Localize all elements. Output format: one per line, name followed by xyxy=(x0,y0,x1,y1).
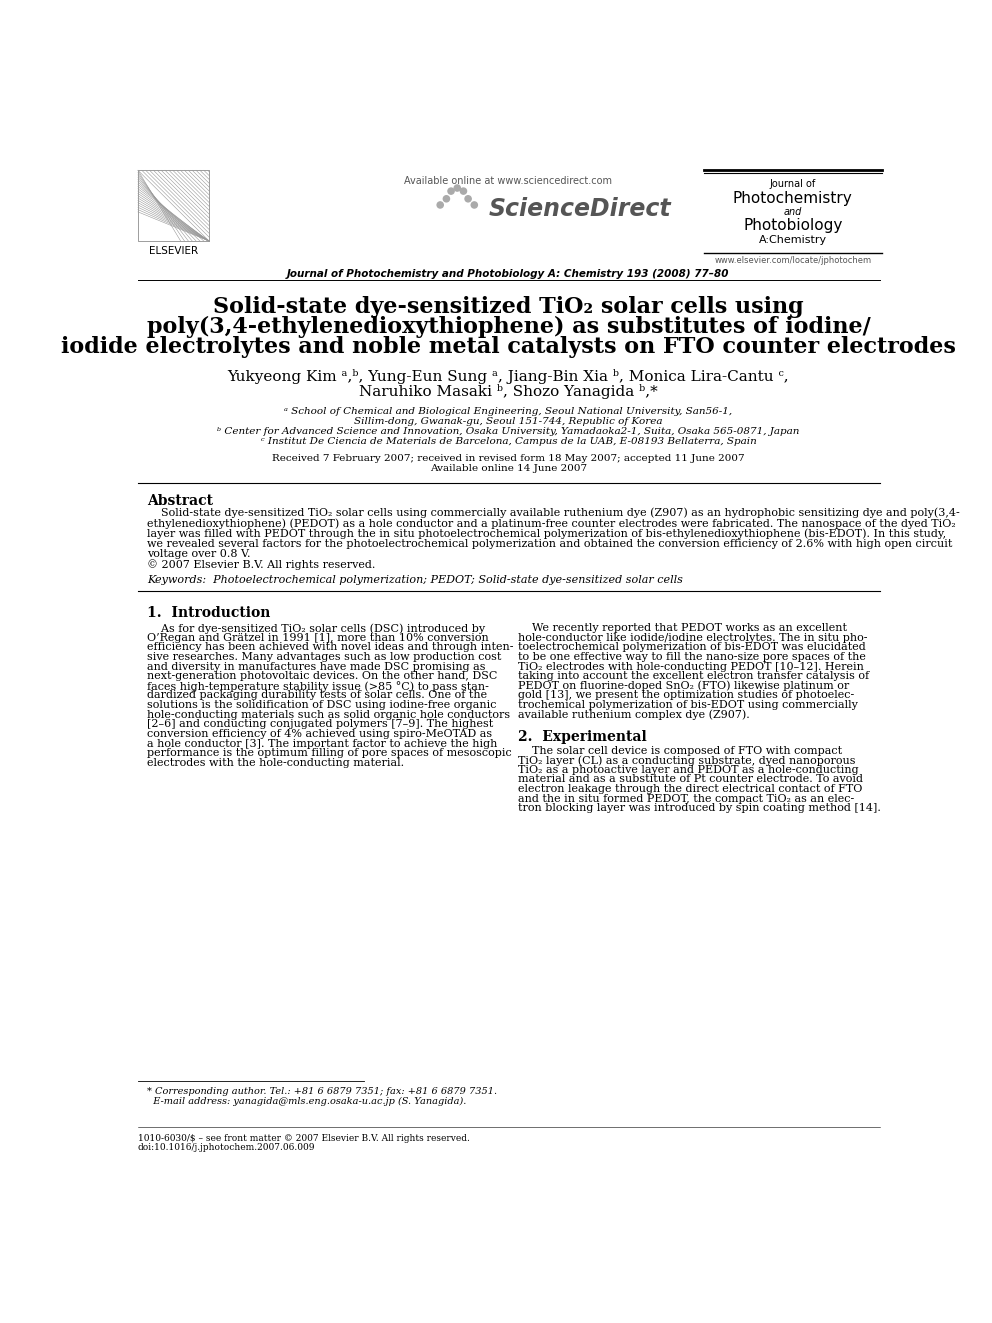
Text: The solar cell device is composed of FTO with compact: The solar cell device is composed of FTO… xyxy=(518,745,842,755)
Text: Abstract: Abstract xyxy=(147,493,213,508)
Circle shape xyxy=(437,202,443,208)
Text: material and as a substitute of Pt counter electrode. To avoid: material and as a substitute of Pt count… xyxy=(518,774,863,785)
Text: A:Chemistry: A:Chemistry xyxy=(759,235,827,245)
Text: doi:10.1016/j.jphotochem.2007.06.009: doi:10.1016/j.jphotochem.2007.06.009 xyxy=(138,1143,315,1152)
Text: iodide electrolytes and noble metal catalysts on FTO counter electrodes: iodide electrolytes and noble metal cata… xyxy=(61,336,956,357)
Text: voltage over 0.8 V.: voltage over 0.8 V. xyxy=(147,549,251,560)
Circle shape xyxy=(465,196,471,202)
Text: taking into account the excellent electron transfer catalysis of: taking into account the excellent electr… xyxy=(518,671,869,681)
Text: hole-conductor like iodide/iodine electrolytes. The in situ pho-: hole-conductor like iodide/iodine electr… xyxy=(518,632,867,643)
Text: and the in situ formed PEDOT, the compact TiO₂ as an elec-: and the in situ formed PEDOT, the compac… xyxy=(518,794,854,803)
Text: ᶜ Institut De Ciencia de Materials de Barcelona, Campus de la UAB, E-08193 Bella: ᶜ Institut De Ciencia de Materials de Ba… xyxy=(261,438,756,446)
Text: Keywords:  Photoelectrochemical polymerization; PEDOT; Solid-state dye-sensitize: Keywords: Photoelectrochemical polymeriz… xyxy=(147,576,683,585)
Text: efficiency has been achieved with novel ideas and through inten-: efficiency has been achieved with novel … xyxy=(147,643,514,652)
Text: Received 7 February 2007; received in revised form 18 May 2007; accepted 11 June: Received 7 February 2007; received in re… xyxy=(272,454,745,463)
Text: and diversity in manufactures have made DSC promising as: and diversity in manufactures have made … xyxy=(147,662,486,672)
Text: layer was filled with PEDOT through the in situ photoelectrochemical polymerizat: layer was filled with PEDOT through the … xyxy=(147,528,946,538)
Text: Journal of: Journal of xyxy=(770,179,816,189)
Text: poly(3,4-ethylenedioxythiophene) as substitutes of iodine/: poly(3,4-ethylenedioxythiophene) as subs… xyxy=(147,316,870,337)
Text: ᵇ Center for Advanced Science and Innovation, Osaka University, Yamadaoka2-1, Su: ᵇ Center for Advanced Science and Innova… xyxy=(217,427,800,437)
Text: and: and xyxy=(784,208,802,217)
Text: performance is the optimum filling of pore spaces of mesoscopic: performance is the optimum filling of po… xyxy=(147,749,512,758)
Text: Solid-state dye-sensitized TiO₂ solar cells using commercially available rutheni: Solid-state dye-sensitized TiO₂ solar ce… xyxy=(147,508,960,519)
Text: Yukyeong Kim ᵃ,ᵇ, Yung-Eun Sung ᵃ, Jiang-Bin Xia ᵇ, Monica Lira-Cantu ᶜ,: Yukyeong Kim ᵃ,ᵇ, Yung-Eun Sung ᵃ, Jiang… xyxy=(227,369,790,384)
Circle shape xyxy=(460,188,466,194)
Text: electron leakage through the direct electrical contact of FTO: electron leakage through the direct elec… xyxy=(518,785,862,794)
Circle shape xyxy=(454,185,460,191)
Text: ethylenedioxythiophene) (PEDOT) as a hole conductor and a platinum-free counter : ethylenedioxythiophene) (PEDOT) as a hol… xyxy=(147,519,956,528)
Text: conversion efficiency of 4% achieved using spiro-MeOTAD as: conversion efficiency of 4% achieved usi… xyxy=(147,729,492,740)
Text: solutions is the solidification of DSC using iodine-free organic: solutions is the solidification of DSC u… xyxy=(147,700,497,710)
Text: Sillim-dong, Gwanak-gu, Seoul 151-744, Republic of Korea: Sillim-dong, Gwanak-gu, Seoul 151-744, R… xyxy=(354,418,663,426)
Text: [2–6] and conducting conjugated polymers [7–9]. The highest: [2–6] and conducting conjugated polymers… xyxy=(147,720,493,729)
Text: 2.  Experimental: 2. Experimental xyxy=(518,730,647,744)
Text: © 2007 Elsevier B.V. All rights reserved.: © 2007 Elsevier B.V. All rights reserved… xyxy=(147,560,376,570)
Circle shape xyxy=(471,202,477,208)
Bar xyxy=(138,171,209,241)
Text: TiO₂ electrodes with hole-conducting PEDOT [10–12]. Herein: TiO₂ electrodes with hole-conducting PED… xyxy=(518,662,864,672)
Text: E-mail address: yanagida@mls.eng.osaka-u.ac.jp (S. Yanagida).: E-mail address: yanagida@mls.eng.osaka-u… xyxy=(147,1097,466,1106)
Circle shape xyxy=(448,188,454,194)
Text: O’Regan and Grätzel in 1991 [1], more than 10% conversion: O’Regan and Grätzel in 1991 [1], more th… xyxy=(147,632,489,643)
Text: 1010-6030/$ – see front matter © 2007 Elsevier B.V. All rights reserved.: 1010-6030/$ – see front matter © 2007 El… xyxy=(138,1134,470,1143)
Text: www.elsevier.com/locate/jphotochem: www.elsevier.com/locate/jphotochem xyxy=(714,255,871,265)
Text: ScienceDirect: ScienceDirect xyxy=(488,197,671,221)
Text: toelectrochemical polymerization of bis-EDOT was elucidated: toelectrochemical polymerization of bis-… xyxy=(518,643,865,652)
Text: gold [13], we present the optimization studies of photoelec-: gold [13], we present the optimization s… xyxy=(518,691,854,700)
Text: As for dye-sensitized TiO₂ solar cells (DSC) introduced by: As for dye-sensitized TiO₂ solar cells (… xyxy=(147,623,485,634)
Text: Available online 14 June 2007: Available online 14 June 2007 xyxy=(430,464,587,474)
Text: to be one effective way to fill the nano-size pore spaces of the: to be one effective way to fill the nano… xyxy=(518,652,866,662)
Text: ᵃ School of Chemical and Biological Engineering, Seoul National University, San5: ᵃ School of Chemical and Biological Engi… xyxy=(285,407,732,417)
Text: Solid-state dye-sensitized TiO₂ solar cells using: Solid-state dye-sensitized TiO₂ solar ce… xyxy=(213,296,804,318)
Text: hole-conducting materials such as solid organic hole conductors: hole-conducting materials such as solid … xyxy=(147,709,510,720)
Text: we revealed several factors for the photoelectrochemical polymerization and obta: we revealed several factors for the phot… xyxy=(147,538,952,549)
Text: We recently reported that PEDOT works as an excellent: We recently reported that PEDOT works as… xyxy=(518,623,847,634)
Text: 1.  Introduction: 1. Introduction xyxy=(147,606,271,620)
Text: TiO₂ layer (CL) as a conducting substrate, dyed nanoporous: TiO₂ layer (CL) as a conducting substrat… xyxy=(518,755,855,766)
Text: Photochemistry: Photochemistry xyxy=(733,191,853,206)
Text: Available online at www.sciencedirect.com: Available online at www.sciencedirect.co… xyxy=(405,176,612,185)
Text: TiO₂ as a photoactive layer and PEDOT as a hole-conducting: TiO₂ as a photoactive layer and PEDOT as… xyxy=(518,765,858,775)
Circle shape xyxy=(443,196,449,202)
Text: Photobiology: Photobiology xyxy=(743,218,842,233)
Text: available ruthenium complex dye (Z907).: available ruthenium complex dye (Z907). xyxy=(518,709,749,720)
Text: PEDOT on fluorine-doped SnO₂ (FTO) likewise platinum or: PEDOT on fluorine-doped SnO₂ (FTO) likew… xyxy=(518,681,849,692)
Text: electrodes with the hole-conducting material.: electrodes with the hole-conducting mate… xyxy=(147,758,405,767)
Text: ELSEVIER: ELSEVIER xyxy=(149,246,198,255)
Text: sive researches. Many advantages such as low production cost: sive researches. Many advantages such as… xyxy=(147,652,502,662)
Text: Naruhiko Masaki ᵇ, Shozo Yanagida ᵇ,*: Naruhiko Masaki ᵇ, Shozo Yanagida ᵇ,* xyxy=(359,385,658,400)
Text: dardized packaging durability tests of solar cells. One of the: dardized packaging durability tests of s… xyxy=(147,691,487,700)
Text: tron blocking layer was introduced by spin coating method [14].: tron blocking layer was introduced by sp… xyxy=(518,803,881,814)
Text: Journal of Photochemistry and Photobiology A: Chemistry 193 (2008) 77–80: Journal of Photochemistry and Photobiolo… xyxy=(287,269,730,279)
Text: trochemical polymerization of bis-EDOT using commercially: trochemical polymerization of bis-EDOT u… xyxy=(518,700,857,710)
Text: * Corresponding author. Tel.: +81 6 6879 7351; fax: +81 6 6879 7351.: * Corresponding author. Tel.: +81 6 6879… xyxy=(147,1088,497,1097)
Text: a hole conductor [3]. The important factor to achieve the high: a hole conductor [3]. The important fact… xyxy=(147,738,498,749)
Text: next-generation photovoltaic devices. On the other hand, DSC: next-generation photovoltaic devices. On… xyxy=(147,671,498,681)
Text: faces high-temperature stability issue (>85 °C) to pass stan-: faces high-temperature stability issue (… xyxy=(147,681,489,692)
